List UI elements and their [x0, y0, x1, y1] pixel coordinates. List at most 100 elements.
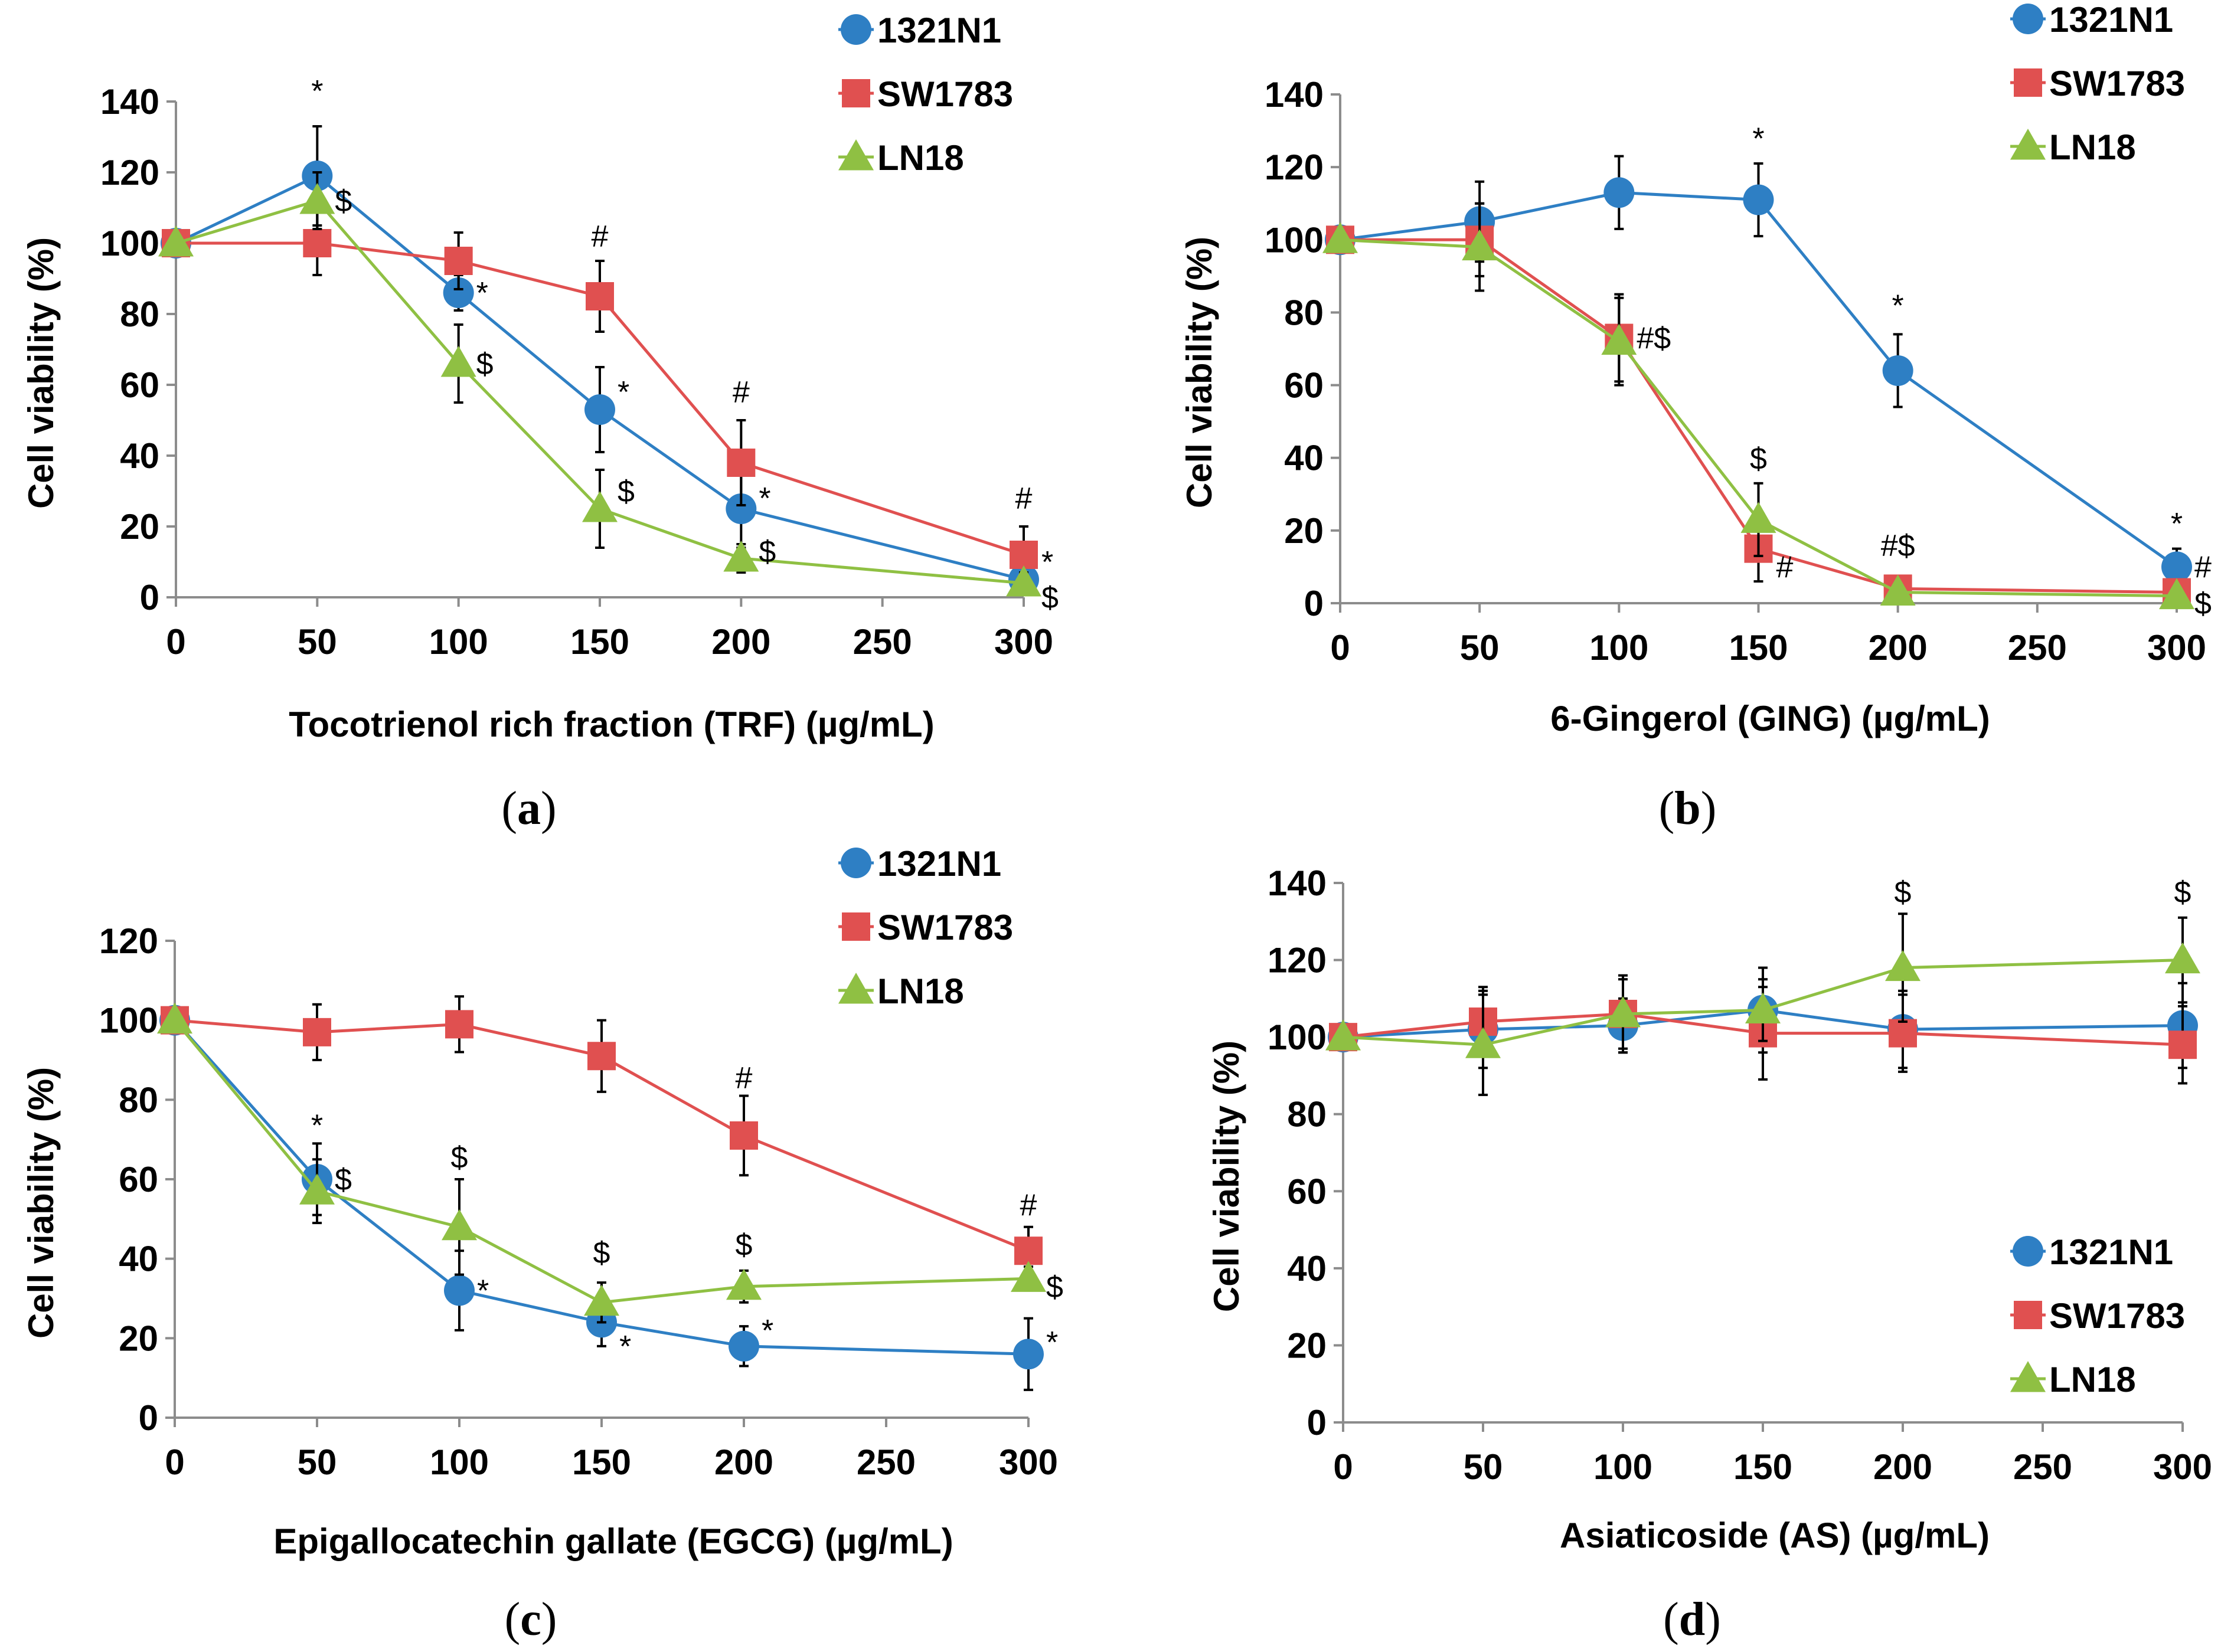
- series-line: [174, 1019, 1029, 1304]
- y-tick-label: 120: [100, 153, 159, 192]
- legend-label: SW1783: [877, 908, 1013, 947]
- y-tick-label: 140: [100, 82, 159, 122]
- y-tick-label: 40: [119, 1239, 158, 1279]
- data-point: [729, 1330, 759, 1362]
- legend-label: SW1783: [877, 74, 1013, 114]
- data-point: [444, 247, 473, 275]
- y-tick-label: 60: [1287, 1172, 1327, 1211]
- data-point: [723, 541, 759, 572]
- y-tick-label: 100: [1268, 1018, 1327, 1057]
- x-tick-label: 50: [298, 1442, 337, 1482]
- data-point: [730, 1121, 758, 1150]
- legend: 1321N1 SW1783 LN18: [2010, 0, 2185, 167]
- data-point: [1745, 992, 1781, 1023]
- data-point: [727, 449, 756, 477]
- significance-mark: $: [736, 1228, 753, 1262]
- legend: 1321N1 SW1783 LN18: [838, 11, 1013, 178]
- x-tick-label: 300: [999, 1442, 1058, 1482]
- significance-mark: $: [1895, 875, 1912, 910]
- y-tick-label: 60: [119, 1160, 158, 1199]
- significance-mark: $: [1046, 1270, 1063, 1304]
- significance-mark: *: [762, 1314, 773, 1348]
- significance-mark: $: [335, 184, 352, 218]
- y-tick-label: 0: [139, 1398, 158, 1438]
- series-line: [175, 174, 1024, 581]
- y-tick-label: 0: [1307, 1403, 1327, 1442]
- legend-marker: [2014, 1301, 2042, 1329]
- series-line: [1340, 238, 2177, 594]
- series-line: [1340, 238, 2177, 598]
- x-tick-label: 150: [1733, 1447, 1792, 1487]
- legend-marker: [838, 973, 874, 1004]
- x-tick-label: 150: [570, 622, 629, 662]
- series-LN18: [158, 171, 1041, 597]
- significance-mark: $: [476, 347, 494, 381]
- x-tick-label: 250: [2008, 628, 2067, 668]
- legend-marker: [2010, 1361, 2046, 1392]
- y-tick-label: 80: [119, 1080, 158, 1120]
- legend-label: 1321N1: [877, 11, 1001, 50]
- data-point: [1462, 229, 1498, 261]
- data-point: [1889, 1019, 1917, 1048]
- legend-marker: [842, 912, 870, 941]
- x-tick-label: 250: [857, 1442, 916, 1482]
- data-point: [1601, 323, 1637, 355]
- x-axis-title: Epigallocatechin gallate (EGCG) (µg/mL): [273, 1522, 953, 1561]
- series-line: [174, 1019, 1029, 1356]
- significance-mark: #: [733, 375, 750, 410]
- chart-panel-d: 0 20 40 60 80 100 120 140 0 50 100 150 200 250 300 Asia…: [1207, 863, 2212, 1646]
- significance-mark: $: [2194, 587, 2212, 621]
- significance-mark: $: [759, 535, 776, 569]
- legend-marker: [842, 79, 870, 107]
- significance-mark: #: [1015, 482, 1033, 516]
- y-tick-label: 60: [1284, 366, 1324, 405]
- panel-label: (c): [505, 1594, 557, 1646]
- x-tick-label: 300: [2147, 628, 2206, 668]
- y-axis-title: Cell viability (%): [1180, 237, 1219, 508]
- significance-mark: $: [335, 1163, 352, 1197]
- y-tick-label: 20: [1284, 511, 1324, 551]
- significance-mark: $: [2174, 875, 2191, 910]
- data-point: [299, 1173, 335, 1205]
- x-tick-label: 150: [572, 1442, 631, 1482]
- significance-mark: *: [476, 276, 488, 310]
- significance-mark: *: [1752, 122, 1764, 156]
- y-tick-label: 140: [1268, 863, 1327, 903]
- x-tick-label: 200: [714, 1442, 773, 1482]
- series-LN18: [157, 1002, 1046, 1324]
- legend-marker: [2013, 4, 2043, 34]
- data-point: [443, 277, 474, 308]
- y-tick-label: 120: [1268, 941, 1327, 980]
- y-axis-title: Cell viability (%): [21, 1067, 61, 1339]
- significance-mark: *: [1041, 545, 1053, 580]
- data-point: [1605, 996, 1641, 1028]
- x-tick-label: 0: [1330, 628, 1350, 668]
- series-line: [1343, 1012, 2183, 1046]
- significance-mark: *: [2171, 507, 2183, 541]
- x-tick-label: 200: [1869, 628, 1928, 668]
- data-point: [1006, 565, 1041, 597]
- x-tick-label: 100: [1589, 628, 1648, 668]
- significance-mark: #: [1020, 1188, 1037, 1222]
- significance-mark: #: [1776, 550, 1794, 584]
- significance-mark: $: [451, 1141, 468, 1175]
- x-axis-title: Asiaticoside (AS) (µg/mL): [1560, 1516, 1990, 1555]
- x-tick-label: 200: [711, 622, 770, 662]
- legend-marker: [841, 14, 871, 45]
- x-tick-label: 200: [1873, 1447, 1932, 1487]
- y-tick-label: 80: [1287, 1095, 1327, 1134]
- series-line: [1340, 191, 2178, 568]
- data-point: [2168, 1031, 2197, 1059]
- significance-mark: *: [1892, 289, 1904, 323]
- series-line: [1343, 959, 2183, 1046]
- y-tick-label: 100: [1265, 220, 1324, 260]
- y-tick-label: 80: [1284, 293, 1324, 332]
- data-point: [587, 1042, 616, 1071]
- series-line: [174, 1019, 1029, 1252]
- data-point: [726, 1268, 762, 1300]
- chart-panel-a: 0 20 40 60 80 100 120 140 0 50 100 150 200 250 300 Toco…: [21, 11, 1059, 835]
- panel-label: (a): [501, 783, 556, 835]
- data-point: [158, 225, 194, 257]
- x-tick-label: 300: [994, 622, 1053, 662]
- data-point: [582, 491, 618, 522]
